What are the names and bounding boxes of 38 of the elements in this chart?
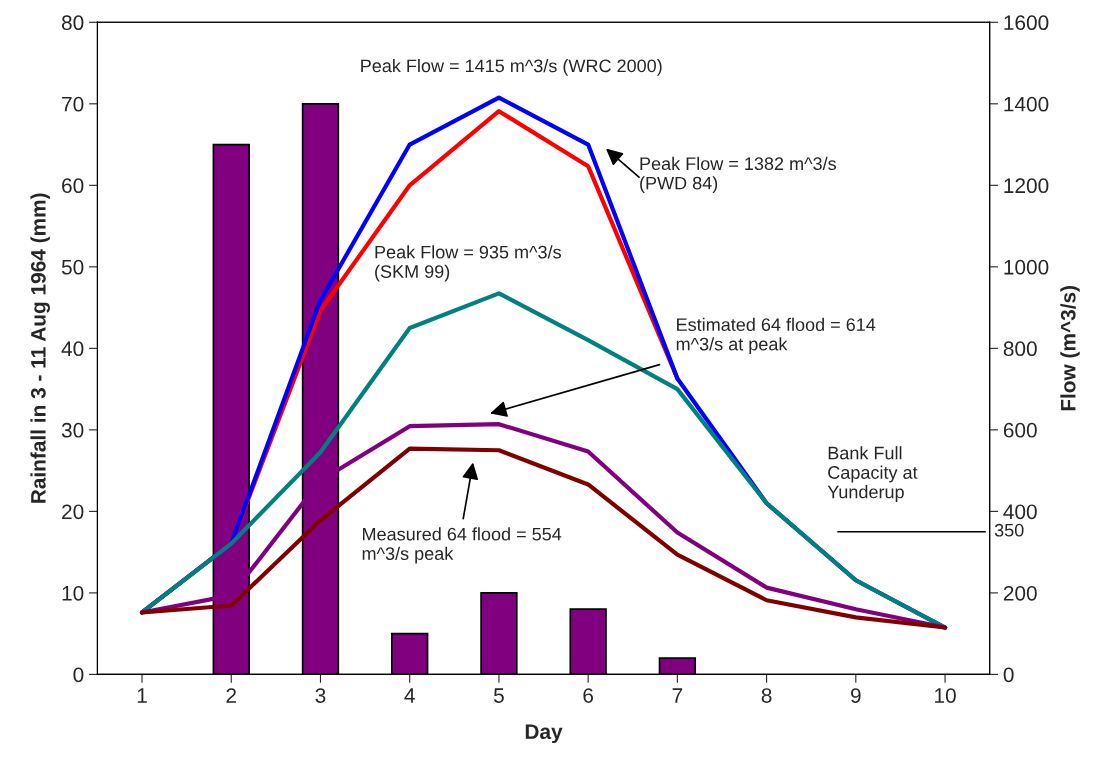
annotation: Peak Flow = 935 m^3/s (SKM 99) [375,245,561,282]
y2-tick-label: 1600 [1004,15,1049,31]
annotation: Measured 64 flood = 554 m^3/s peak [362,527,562,564]
y2-tick-label: 600 [1003,422,1037,438]
y-axis-title: Rainfall in 3 - 11 Aug 1964 (mm) [30,193,50,503]
y2-axis-title: Flow (m^3/s) [1060,286,1080,411]
annotation: Estimated 64 flood = 614 m^3/s at peak [676,317,876,355]
y2-tick-label: 400 [1003,504,1037,520]
annotation: Peak Flow = 1415 m^3/s (WRC 2000) [361,58,662,76]
y2-tick-label: 1400 [1004,96,1049,112]
y-tick-label: 30 [61,422,84,438]
x-tick-label: 2 [226,688,236,703]
y2-tick-label: 1200 [1004,178,1049,194]
y-tick-label: 50 [61,259,84,275]
ref-line-label: 350 [994,523,1024,537]
annotation: Bank Full Capacity at Yunderup [827,446,918,502]
x-tick-label: 7 [672,688,683,703]
y2-tick-label: 200 [1003,585,1037,601]
y-tick-label: 40 [61,341,84,357]
x-tick-label: 8 [761,688,772,703]
y-tick-label: 20 [62,504,84,520]
annotation: Peak Flow = 1382 m^3/s (PWD 84) [640,156,837,194]
y-tick-label: 0 [73,667,84,683]
y2-tick-label: 800 [1003,341,1037,357]
x-axis-title: Day [525,724,563,744]
y-tick-label: 70 [62,96,84,112]
x-tick-label: 10 [935,688,956,703]
x-tick-label: 3 [315,688,326,703]
x-tick-label: 4 [404,688,415,703]
y-tick-label: 60 [62,178,84,194]
y-tick-label: 80 [61,15,84,31]
x-tick-label: 5 [493,688,504,703]
y-tick-label: 10 [62,585,84,601]
x-tick-label: 6 [583,688,594,703]
y2-tick-label: 0 [1003,667,1014,683]
x-tick-label: 1 [137,688,147,703]
x-tick-label: 9 [851,688,861,703]
y2-tick-label: 1000 [1004,259,1049,275]
